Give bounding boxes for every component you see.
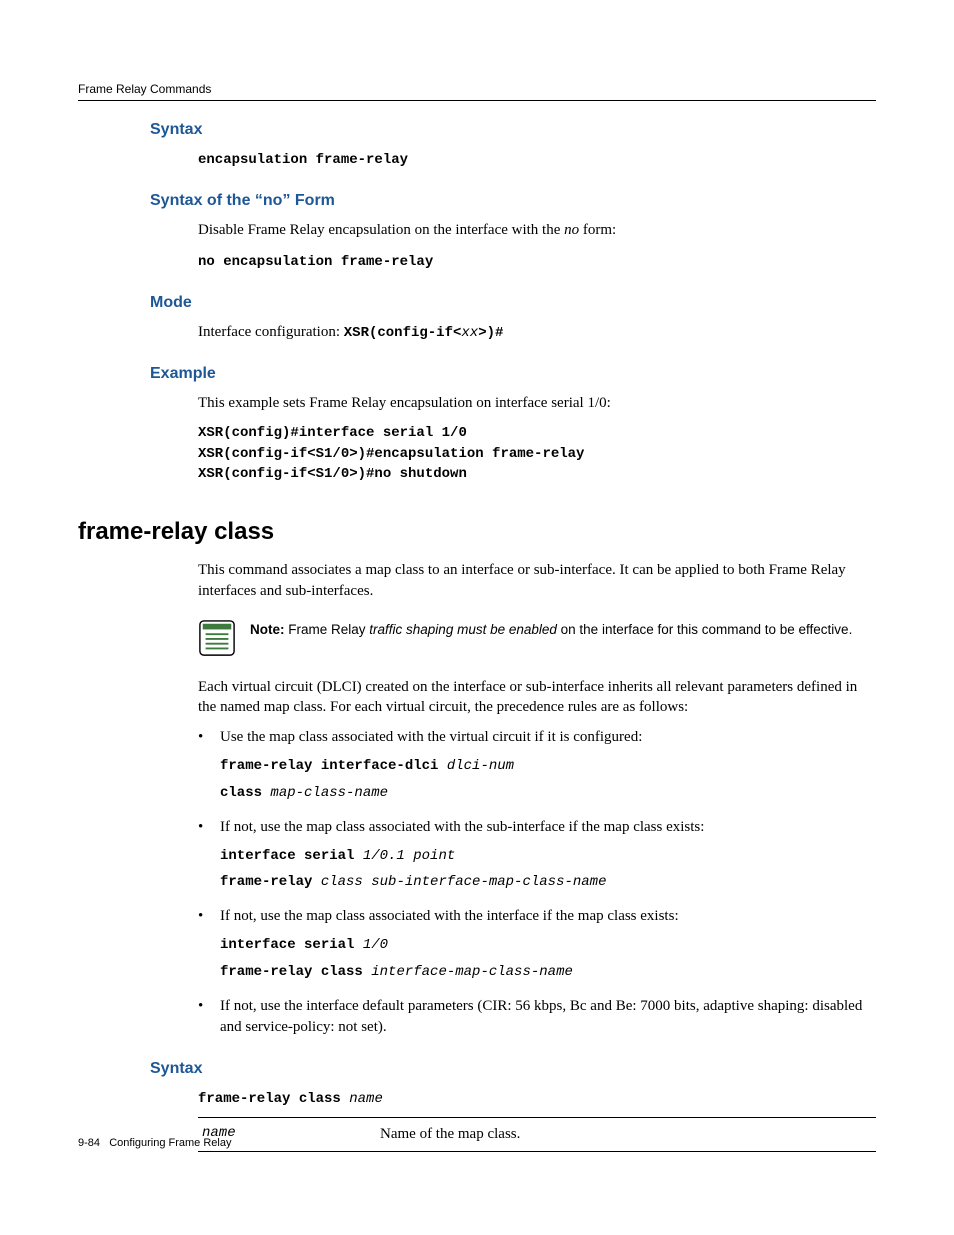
running-header: Frame Relay Commands <box>78 82 876 96</box>
bullet-0-text: Use the map class associated with the vi… <box>220 729 642 745</box>
note-row: Note: Frame Relay traffic shaping must b… <box>198 619 876 657</box>
bullet-2-code-0: interface serial 1/0 <box>220 935 876 955</box>
bullet-2-text: If not, use the map class associated wit… <box>220 908 679 924</box>
param-table: name Name of the map class. <box>198 1117 876 1151</box>
bullet-1: If not, use the map class associated wit… <box>198 817 876 893</box>
param-desc: Name of the map class. <box>376 1118 876 1151</box>
command-title: frame-relay class <box>78 518 876 546</box>
param-row: name Name of the map class. <box>198 1118 876 1151</box>
mode-code-prefix: XSR(config-if< <box>344 325 462 341</box>
command-body: This command associates a map class to a… <box>78 560 876 1038</box>
example-code-0: XSR(config)#interface serial 1/0 <box>198 423 876 443</box>
footer-page: 9-84 <box>78 1137 100 1149</box>
mode-code-suffix: >)# <box>478 325 503 341</box>
heading-syntax: Syntax <box>78 121 876 139</box>
section-mode: Mode Interface configuration: XSR(config… <box>78 294 876 343</box>
noform-text-prefix: Disable Frame Relay encapsulation on the… <box>198 222 564 238</box>
mode-text-line: Interface configuration: XSR(config-if<x… <box>198 322 876 343</box>
mode-code: XSR(config-if<xx>)# <box>344 325 504 341</box>
section-example: Example This example sets Frame Relay en… <box>78 365 876 484</box>
note-suffix: on the interface for this command to be … <box>557 622 852 637</box>
bullet-1-code-1: frame-relay class sub-interface-map-clas… <box>220 872 876 892</box>
bullet-1-code-0: interface serial 1/0.1 point <box>220 846 876 866</box>
bullet-0-code-0: frame-relay interface-dlci dlci-num <box>220 756 876 776</box>
noform-text-suffix: form: <box>579 222 616 238</box>
bullet-3: If not, use the interface default parame… <box>198 996 876 1038</box>
noform-text-italic: no <box>564 222 579 238</box>
bullet-0: Use the map class associated with the vi… <box>198 727 876 803</box>
bullet-3-text: If not, use the interface default parame… <box>220 998 862 1035</box>
footer-title: Configuring Frame Relay <box>109 1137 231 1149</box>
bullet-1-text: If not, use the map class associated wit… <box>220 819 704 835</box>
note-italic: traffic shaping must be enabled <box>369 622 557 637</box>
noform-text: Disable Frame Relay encapsulation on the… <box>198 220 876 240</box>
example-code-1: XSR(config-if<S1/0>)#encapsulation frame… <box>198 444 876 464</box>
command-intro: This command associates a map class to a… <box>198 560 876 601</box>
note-text: Note: Frame Relay traffic shaping must b… <box>250 619 852 640</box>
heading-example: Example <box>78 365 876 383</box>
page: Frame Relay Commands Syntax encapsulatio… <box>0 0 954 1235</box>
example-text: This example sets Frame Relay encapsulat… <box>198 393 876 413</box>
command-para2: Each virtual circuit (DLCI) created on t… <box>198 677 876 718</box>
page-footer: 9-84 Configuring Frame Relay <box>78 1137 231 1149</box>
code-noform: no encapsulation frame-relay <box>198 254 433 270</box>
note-icon <box>198 619 236 657</box>
heading-noform: Syntax of the “no” Form <box>78 192 876 210</box>
section-noform: Syntax of the “no” Form Disable Frame Re… <box>78 192 876 272</box>
syntax2-code: frame-relay class name <box>198 1091 383 1107</box>
heading-mode: Mode <box>78 294 876 312</box>
bullet-2-code-1: frame-relay class interface-map-class-na… <box>220 962 876 982</box>
bullet-list: Use the map class associated with the vi… <box>198 727 876 1038</box>
code-syntax1: encapsulation frame-relay <box>198 152 408 168</box>
bullet-2: If not, use the map class associated wit… <box>198 906 876 982</box>
note-label: Note: <box>250 622 285 637</box>
section-syntax1: Syntax encapsulation frame-relay <box>78 121 876 170</box>
mode-code-italic: xx <box>461 325 478 341</box>
note-prefix: Frame Relay <box>285 622 370 637</box>
header-rule <box>78 100 876 101</box>
heading-syntax2: Syntax <box>78 1060 876 1078</box>
mode-text: Interface configuration: <box>198 324 344 340</box>
example-code-2: XSR(config-if<S1/0>)#no shutdown <box>198 464 876 484</box>
bullet-0-code-1: class map-class-name <box>220 783 876 803</box>
